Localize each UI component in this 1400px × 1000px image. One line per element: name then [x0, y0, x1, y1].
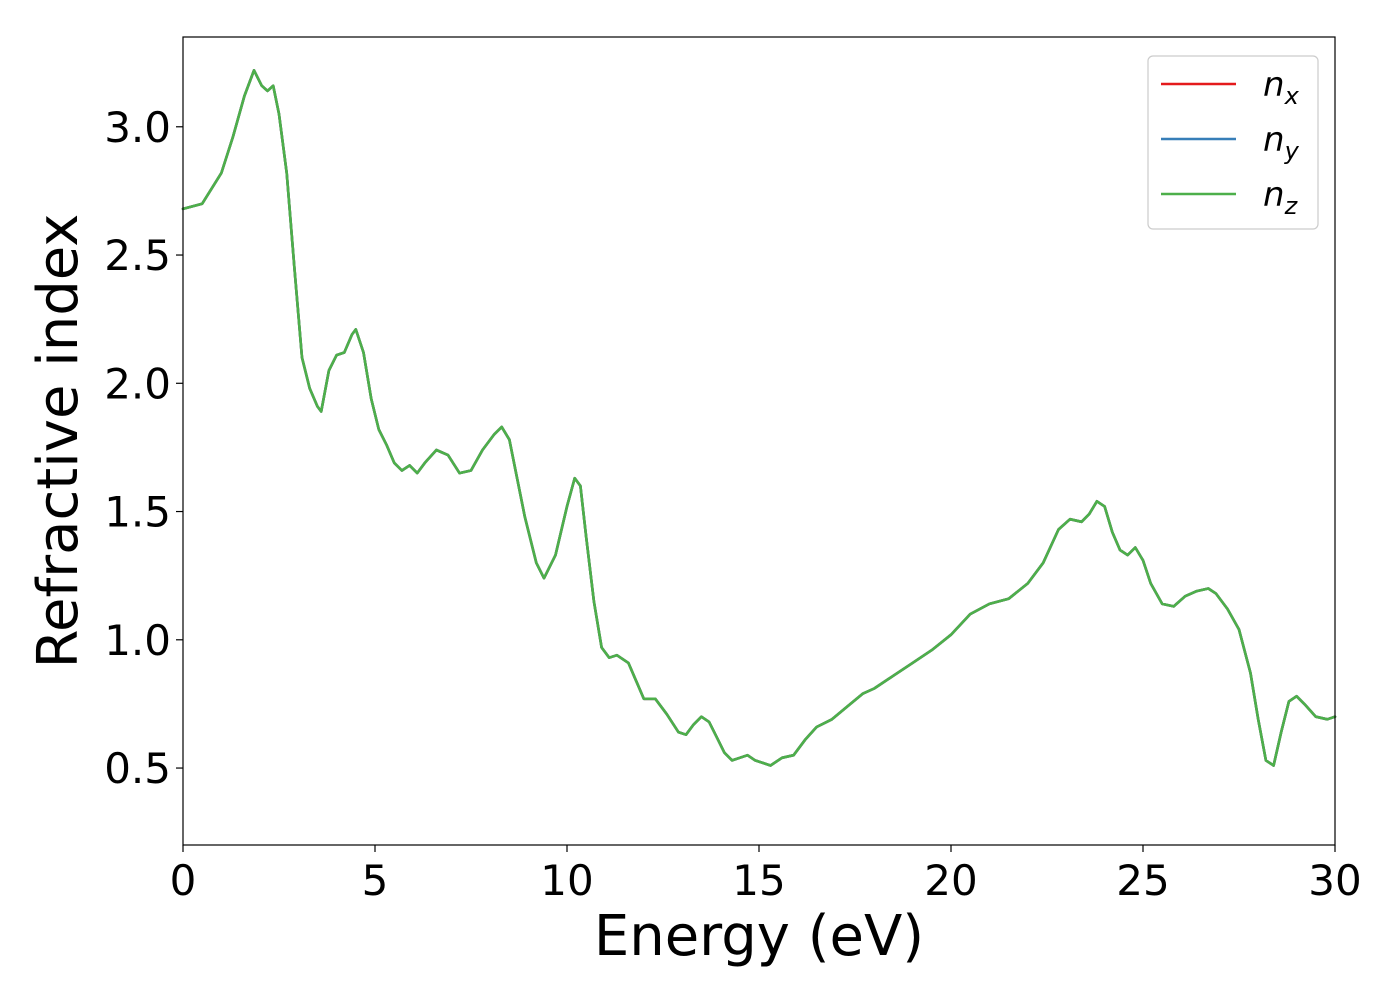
- legend-box: [1147, 55, 1319, 230]
- x-tick-label: 10: [540, 856, 593, 905]
- series-layer: [181, 69, 1337, 767]
- y-tick-label: 3.0: [104, 103, 171, 152]
- x-tick-label: 15: [732, 856, 785, 905]
- legend-label-nx: nx: [1263, 65, 1300, 110]
- legend-label-nz: nz: [1263, 175, 1299, 220]
- legend-label-subscript: y: [1284, 137, 1300, 165]
- legend-label-main: n: [1263, 175, 1285, 215]
- x-tick-label: 30: [1308, 856, 1361, 905]
- x-tick-label: 20: [924, 856, 977, 905]
- legend-label-main: n: [1263, 65, 1285, 105]
- y-axis-label: Refractive index: [26, 214, 91, 669]
- legend-label-ny: ny: [1263, 120, 1300, 165]
- legend-label-main: n: [1263, 120, 1285, 160]
- x-tick-label: 25: [1116, 856, 1169, 905]
- legend-label-subscript: x: [1284, 82, 1300, 110]
- y-tick-label: 0.5: [104, 744, 171, 793]
- series-line-nz: [181, 69, 1337, 767]
- y-tick-label: 1.5: [104, 488, 171, 537]
- ticks-layer: 0 5 10 15 20 25 30 0.5 1.0 1.5 2.0 2.5 3.0: [104, 103, 1362, 905]
- x-tick-label: 0: [170, 856, 197, 905]
- y-tick-label: 2.5: [104, 231, 171, 280]
- x-axis-label: Energy (eV): [594, 904, 924, 969]
- legend-label-subscript: z: [1284, 192, 1299, 220]
- y-tick-label: 2.0: [104, 359, 171, 408]
- x-tick-label: 5: [362, 856, 389, 905]
- y-tick-label: 1.0: [104, 616, 171, 665]
